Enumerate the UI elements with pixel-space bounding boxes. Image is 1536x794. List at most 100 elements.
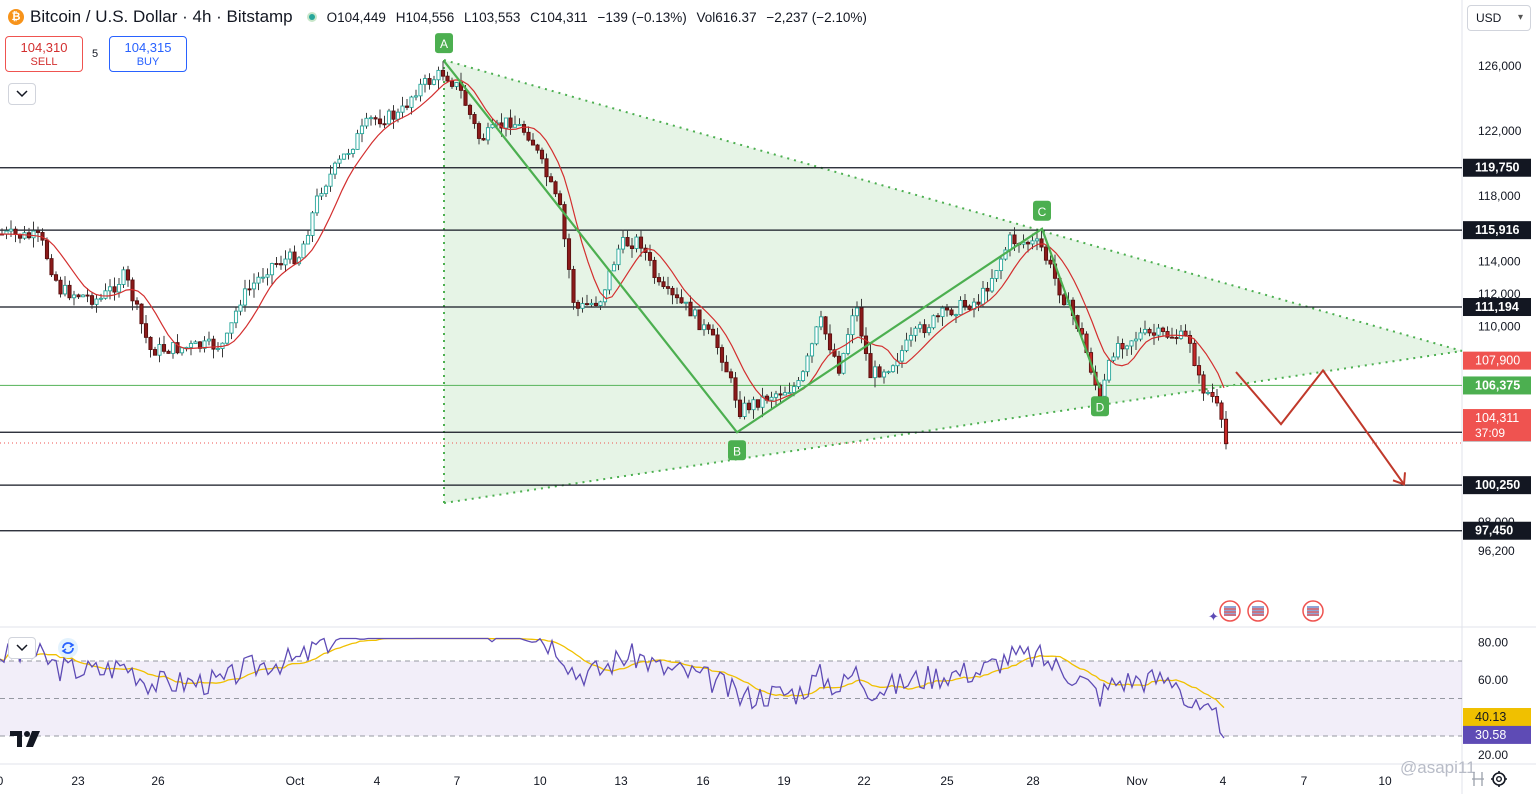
price-tick-5: 110,000 [1478, 319, 1521, 333]
candle [229, 322, 234, 334]
currency-label: USD [1476, 11, 1502, 25]
candle [953, 314, 959, 317]
buy-price: 104,315 [124, 40, 172, 55]
low-value: L103,553 [464, 9, 521, 25]
candle [139, 303, 144, 325]
candle [778, 393, 783, 396]
candle [287, 251, 293, 260]
moving-average-line [0, 79, 1225, 403]
candle [94, 298, 99, 305]
chevron-down-icon [16, 644, 28, 652]
rsi-ma-tag-bg [1463, 708, 1531, 727]
chart-header: ₿ Bitcoin / U.S. Dollar · 4h · Bitstamp … [8, 6, 873, 28]
author-watermark: @asapi11 [1400, 758, 1476, 777]
candle [76, 294, 81, 298]
candle [719, 347, 725, 363]
price-scale-icon[interactable] [1470, 770, 1486, 788]
candle [940, 307, 945, 318]
time-label-1: 23 [71, 774, 85, 788]
candle [958, 300, 963, 316]
candle [922, 324, 927, 334]
candle [850, 315, 855, 336]
candle [445, 75, 450, 82]
candle [422, 78, 428, 85]
candle [107, 286, 113, 292]
candle [580, 303, 585, 309]
pattern-point-b: B [733, 444, 741, 458]
rsi-tick-1: 60.00 [1478, 673, 1508, 687]
candle [418, 83, 423, 97]
currency-select[interactable]: USD ▾ [1467, 5, 1531, 31]
candle [98, 297, 104, 300]
candle [638, 236, 644, 249]
time-label-7: 13 [614, 774, 628, 788]
legend-collapse-button[interactable] [8, 83, 36, 105]
candle [881, 371, 887, 378]
candle [1219, 402, 1224, 420]
sell-button[interactable]: 104,310 SELL [5, 36, 83, 72]
candle [728, 371, 734, 379]
candle [382, 123, 387, 126]
level-tag-3: 106,375 [1475, 378, 1520, 392]
candle [1120, 343, 1125, 350]
level-tag-bg-0 [1463, 158, 1531, 177]
candle [742, 402, 747, 418]
candle [391, 110, 396, 120]
candle [949, 309, 954, 316]
candle [328, 173, 333, 187]
price-tick-3: 114,000 [1478, 254, 1521, 268]
time-label-16: 10 [1378, 774, 1392, 788]
main-pane [0, 0, 1462, 627]
high-value: H104,556 [395, 9, 455, 25]
candle [1178, 330, 1184, 339]
candle [1174, 337, 1179, 339]
candle [683, 301, 689, 304]
candle [800, 371, 806, 382]
candle [584, 303, 590, 306]
candle [980, 287, 986, 305]
candle [121, 269, 126, 285]
candle [652, 259, 657, 278]
candle [175, 342, 180, 354]
candle [1007, 234, 1013, 251]
refresh-icon[interactable] [57, 637, 79, 659]
pattern-point-c-badge [1033, 200, 1051, 221]
candle [553, 181, 558, 195]
candle [733, 377, 738, 401]
candle [134, 300, 140, 305]
candle [1214, 396, 1220, 404]
candle [1187, 335, 1193, 344]
ma-price-tag-bg [1463, 351, 1531, 370]
candle [148, 336, 153, 350]
buy-button[interactable]: 104,315 BUY [109, 36, 187, 72]
candle [409, 96, 414, 108]
triangle-upper-line [443, 59, 1463, 352]
candle [283, 258, 288, 266]
candle [931, 315, 936, 329]
candle [436, 69, 441, 81]
sell-price: 104,310 [20, 40, 68, 55]
candle [1147, 328, 1152, 334]
symbol-title[interactable]: Bitcoin / U.S. Dollar · 4h · Bitstamp [30, 7, 293, 26]
candle [467, 104, 473, 115]
candle [161, 344, 167, 352]
level-tag-5: 100,250 [1475, 478, 1520, 492]
candle [805, 355, 810, 373]
candle [58, 279, 63, 295]
candle [665, 286, 671, 289]
candle [310, 212, 315, 236]
candle [233, 310, 239, 324]
indicator-collapse-button[interactable] [8, 637, 36, 659]
candle [431, 79, 437, 85]
candle [377, 118, 383, 125]
us-flag-event-icon-fill [1252, 606, 1264, 616]
buy-label: BUY [136, 56, 160, 68]
gear-icon[interactable] [1490, 770, 1508, 788]
time-label-14: 4 [1220, 774, 1227, 788]
candle [355, 133, 360, 150]
candle [170, 342, 176, 354]
chevron-down-icon: ▾ [1517, 12, 1523, 23]
candle [251, 282, 257, 290]
candle [112, 286, 117, 293]
